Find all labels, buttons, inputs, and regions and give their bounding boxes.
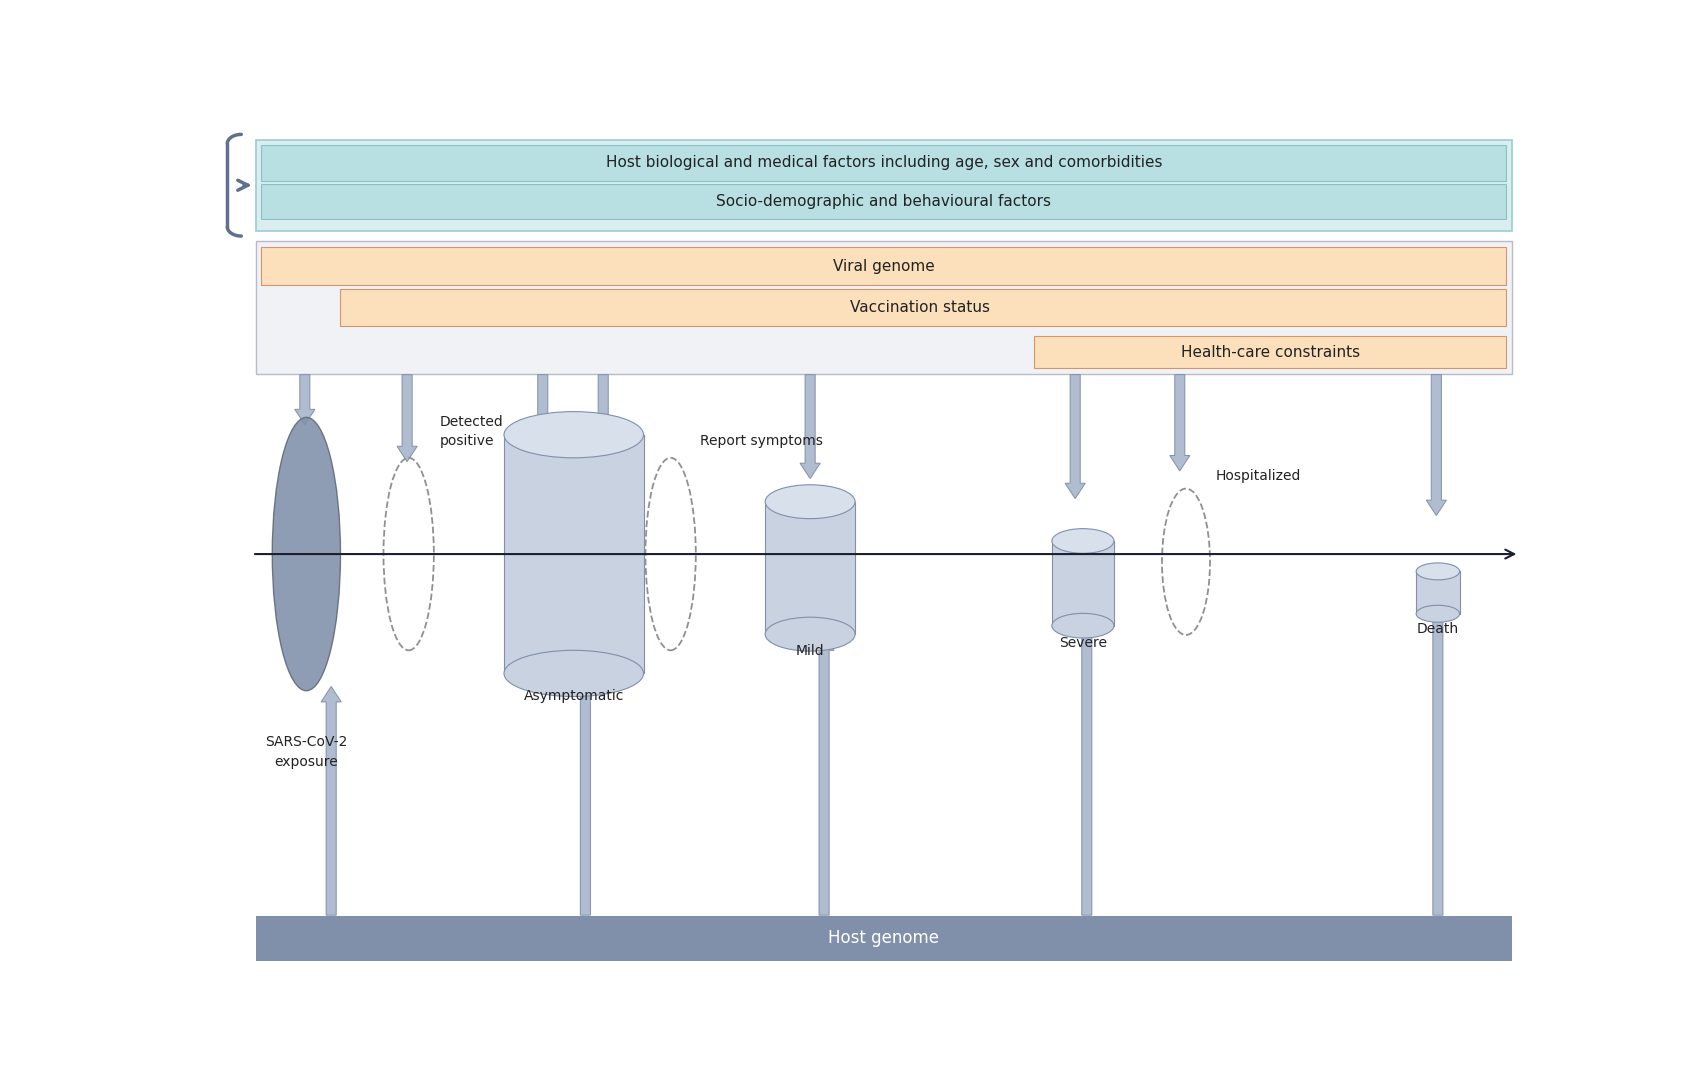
Ellipse shape: [273, 418, 340, 691]
Text: Viral genome: Viral genome: [833, 259, 935, 273]
FancyBboxPatch shape: [261, 247, 1506, 285]
Text: Detected
positive: Detected positive: [440, 416, 504, 448]
Text: SARS-CoV-2
exposure: SARS-CoV-2 exposure: [265, 735, 348, 768]
FancyBboxPatch shape: [261, 184, 1506, 219]
Ellipse shape: [1052, 614, 1115, 638]
FancyArrow shape: [1077, 616, 1098, 915]
FancyBboxPatch shape: [340, 289, 1506, 326]
FancyArrow shape: [1427, 374, 1446, 516]
Ellipse shape: [765, 485, 855, 519]
FancyArrow shape: [1065, 374, 1086, 498]
Text: Vaccination status: Vaccination status: [850, 300, 990, 316]
FancyArrow shape: [592, 374, 613, 438]
FancyArrow shape: [533, 374, 553, 438]
FancyArrow shape: [814, 635, 835, 915]
Ellipse shape: [1417, 605, 1459, 622]
Ellipse shape: [1052, 529, 1115, 554]
Text: Asymptomatic: Asymptomatic: [524, 689, 625, 703]
FancyBboxPatch shape: [256, 242, 1511, 374]
Ellipse shape: [504, 651, 644, 696]
FancyBboxPatch shape: [256, 139, 1511, 231]
FancyArrow shape: [1169, 374, 1190, 471]
Text: Host biological and medical factors including age, sex and comorbidities: Host biological and medical factors incl…: [606, 156, 1162, 171]
FancyArrow shape: [321, 687, 341, 915]
FancyArrow shape: [1427, 591, 1448, 915]
Text: Host genome: Host genome: [828, 929, 939, 948]
Text: Report symptoms: Report symptoms: [700, 434, 823, 448]
Polygon shape: [1417, 571, 1459, 614]
Text: Mild: Mild: [795, 644, 824, 658]
Text: Hospitalized: Hospitalized: [1215, 469, 1301, 483]
Polygon shape: [504, 435, 644, 673]
Ellipse shape: [1417, 562, 1459, 580]
FancyArrow shape: [801, 374, 819, 479]
Polygon shape: [1052, 541, 1115, 626]
FancyBboxPatch shape: [261, 145, 1506, 181]
FancyBboxPatch shape: [1034, 336, 1506, 369]
Text: Socio-demographic and behavioural factors: Socio-demographic and behavioural factor…: [717, 194, 1052, 209]
Text: Death: Death: [1417, 622, 1459, 635]
FancyArrow shape: [575, 671, 596, 915]
Polygon shape: [765, 502, 855, 634]
Ellipse shape: [504, 411, 644, 458]
Text: Health-care constraints: Health-care constraints: [1181, 345, 1360, 360]
FancyArrow shape: [295, 374, 314, 424]
Ellipse shape: [765, 617, 855, 651]
FancyArrow shape: [398, 374, 417, 461]
FancyBboxPatch shape: [256, 916, 1511, 961]
Text: Severe: Severe: [1058, 635, 1106, 650]
